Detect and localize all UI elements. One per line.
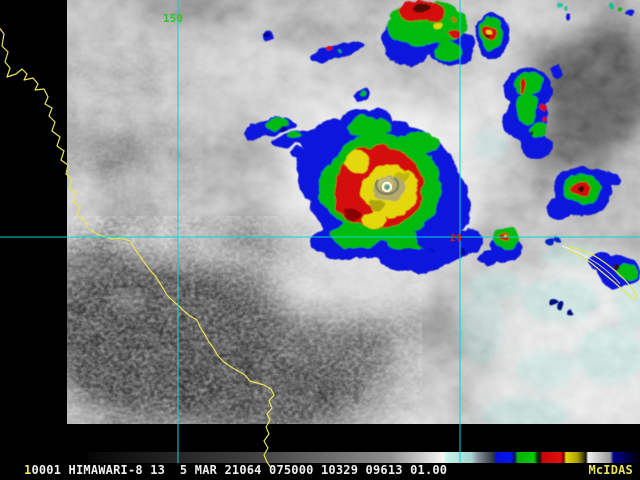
frame-number: 1 (24, 462, 32, 477)
satellite-info-text: 0001 HIMAWARI-8 13 5 MAR 21064 075000 10… (31, 462, 448, 477)
colorbar (88, 452, 640, 463)
mcidas-brand: McIDAS (588, 462, 633, 477)
latitude-label: 20 (450, 233, 462, 244)
coastline-new-caledonia (567, 246, 638, 300)
cloud-edge-line (561, 245, 621, 285)
status-bar: 1 0001 HIMAWARI-8 13 5 MAR 21064 075000 1… (0, 461, 640, 478)
cyclone-eye (374, 176, 400, 196)
longitude-label: 150 (163, 12, 183, 25)
satellite-cloud-field (67, 0, 640, 424)
coastline-queensland (0, 27, 275, 469)
cyclone (296, 109, 470, 259)
convection-cells (242, 1, 640, 316)
map-overlays: 150 20 (0, 0, 640, 469)
